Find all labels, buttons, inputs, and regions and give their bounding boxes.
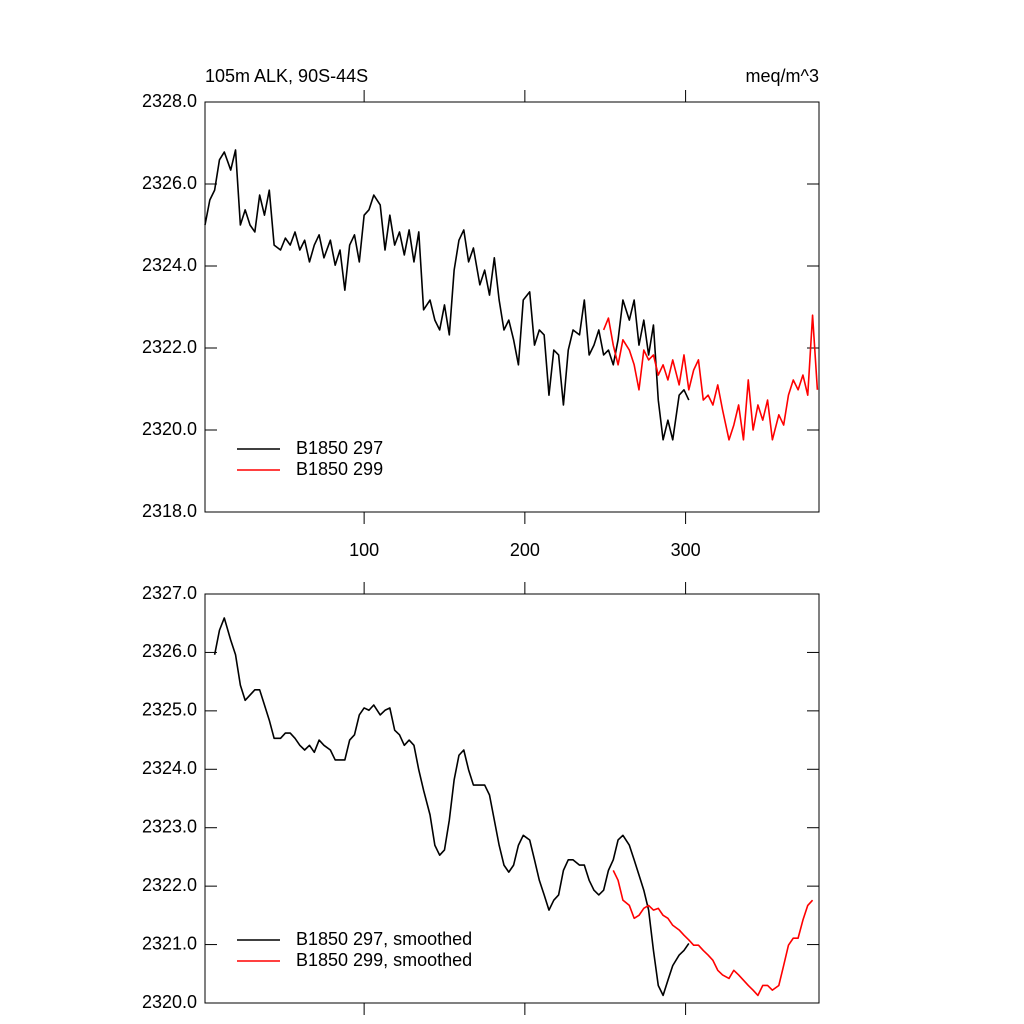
y-tick-label: 2322.0 bbox=[142, 875, 197, 895]
y-tick-label: 2328.0 bbox=[142, 91, 197, 111]
y-tick-label: 2324.0 bbox=[142, 758, 197, 778]
chart-title: 105m ALK, 90S-44S bbox=[205, 66, 368, 86]
y-tick-label: 2318.0 bbox=[142, 501, 197, 521]
x-tick-label: 300 bbox=[671, 540, 701, 560]
x-tick-label: 100 bbox=[349, 540, 379, 560]
legend-label: B1850 299 bbox=[296, 459, 383, 479]
legend-label: B1850 299, smoothed bbox=[296, 950, 472, 970]
x-tick-label: 200 bbox=[510, 540, 540, 560]
series-line bbox=[213, 617, 690, 997]
series-line bbox=[204, 149, 690, 441]
y-tick-label: 2320.0 bbox=[142, 419, 197, 439]
y-tick-label: 2323.0 bbox=[142, 816, 197, 836]
series-line bbox=[612, 870, 814, 997]
y-tick-label: 2321.0 bbox=[142, 933, 197, 953]
y-tick-label: 2326.0 bbox=[142, 641, 197, 661]
legend-label: B1850 297, smoothed bbox=[296, 929, 472, 949]
y-tick-label: 2324.0 bbox=[142, 255, 197, 275]
plot-frame bbox=[204, 593, 820, 1004]
y-tick-label: 2326.0 bbox=[142, 173, 197, 193]
legend-label: B1850 297 bbox=[296, 438, 383, 458]
y-tick-label: 2327.0 bbox=[142, 583, 197, 603]
series-line bbox=[602, 314, 819, 441]
units-label: meq/m^3 bbox=[746, 66, 819, 86]
y-tick-label: 2325.0 bbox=[142, 700, 197, 720]
plot-frame bbox=[204, 101, 820, 513]
y-tick-label: 2322.0 bbox=[142, 337, 197, 357]
y-tick-label: 2320.0 bbox=[142, 992, 197, 1012]
